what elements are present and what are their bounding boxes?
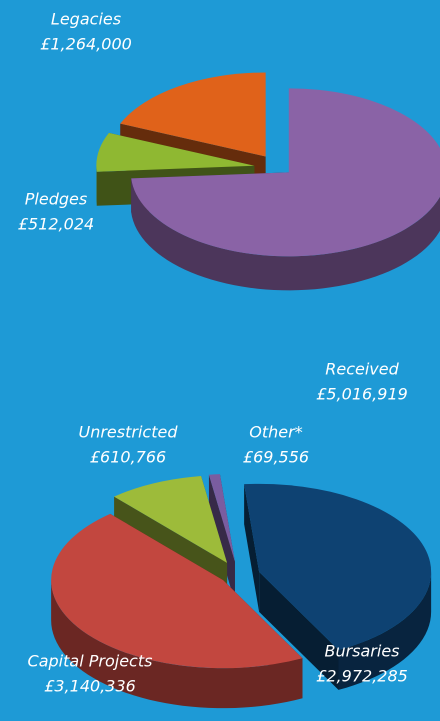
slice-edge xyxy=(259,571,339,690)
slice-edge xyxy=(208,474,235,602)
slice-value-label: £69,556 xyxy=(243,448,309,467)
slice-label: Unrestricted xyxy=(79,423,179,442)
slice-label: Legacies xyxy=(51,10,121,29)
slice-edge xyxy=(244,484,260,612)
slice-value-label: £3,140,336 xyxy=(44,677,136,696)
slice-side xyxy=(51,580,303,709)
slice xyxy=(51,513,303,669)
slice-value-label: £610,766 xyxy=(90,448,166,467)
slice-label: Other* xyxy=(249,423,302,442)
slice-value-label: £1,264,000 xyxy=(40,35,132,54)
slice-value-label: £5,016,919 xyxy=(316,385,408,404)
slice xyxy=(244,483,432,650)
slice-value-label: £512,024 xyxy=(18,215,94,234)
slice-side xyxy=(131,178,440,291)
slice-label: Bursaries xyxy=(324,642,399,661)
slice xyxy=(96,132,255,172)
slice-label: Pledges xyxy=(25,190,87,209)
slice-label: Received xyxy=(325,360,399,379)
slice-side xyxy=(338,571,432,690)
slice xyxy=(131,88,440,257)
slice xyxy=(208,474,235,562)
slice-label: Capital Projects xyxy=(28,652,153,671)
slice xyxy=(120,72,266,157)
slice-value-label: £2,972,285 xyxy=(316,667,408,686)
slice xyxy=(114,475,228,563)
